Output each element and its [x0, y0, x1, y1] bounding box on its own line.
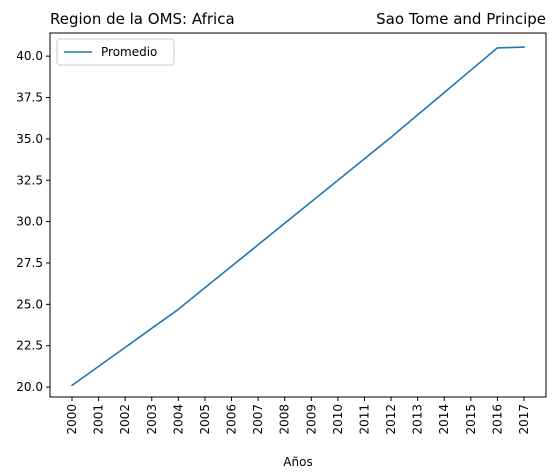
- y-tick-label: 25.0: [16, 297, 43, 311]
- x-tick-label: 2017: [517, 404, 531, 435]
- y-tick-label: 30.0: [16, 215, 43, 229]
- y-tick-label: 27.5: [16, 256, 43, 270]
- x-tick-label: 2004: [171, 404, 185, 435]
- series-line-promedio: [72, 47, 524, 385]
- chart-title-left: Region de la OMS: Africa: [50, 10, 235, 28]
- y-tick-label: 37.5: [16, 91, 43, 105]
- x-axis-label: Años: [283, 455, 312, 469]
- x-tick-label: 2014: [437, 404, 451, 435]
- x-tick-label: 2009: [304, 404, 318, 435]
- plot-frame: [50, 33, 546, 397]
- x-tick-label: 2010: [331, 404, 345, 435]
- x-tick-label: 2011: [357, 404, 371, 435]
- x-tick-label: 2008: [278, 404, 292, 435]
- y-tick-label: 35.0: [16, 132, 43, 146]
- x-tick-label: 2012: [384, 404, 398, 435]
- y-tick-label: 20.0: [16, 380, 43, 394]
- chart-title-right: Sao Tome and Principe: [376, 10, 546, 28]
- y-tick-label: 22.5: [16, 339, 43, 353]
- x-tick-label: 2015: [464, 404, 478, 435]
- x-tick-label: 2005: [198, 404, 212, 435]
- x-tick-label: 2001: [92, 404, 106, 435]
- y-axis: 20.0 22.5 25.0 27.5 30.0 32.5 35.0 37.5 40.0: [16, 49, 50, 394]
- series-layer: [72, 47, 524, 385]
- x-tick-label: 2002: [118, 404, 132, 435]
- x-tick-label: 2000: [65, 404, 79, 435]
- x-tick-label: 2003: [145, 404, 159, 435]
- x-tick-label: 2006: [225, 404, 239, 435]
- legend: Promedio: [57, 39, 174, 65]
- x-tick-label: 2016: [490, 404, 504, 435]
- legend-label-promedio: Promedio: [101, 45, 157, 59]
- y-tick-label: 40.0: [16, 49, 43, 63]
- x-axis: 2000 2001 2002 2003 2004 2005 2006 2007 2008 2009…: [65, 397, 531, 435]
- x-tick-label: 2007: [251, 404, 265, 435]
- y-tick-label: 32.5: [16, 173, 43, 187]
- x-tick-label: 2013: [411, 404, 425, 435]
